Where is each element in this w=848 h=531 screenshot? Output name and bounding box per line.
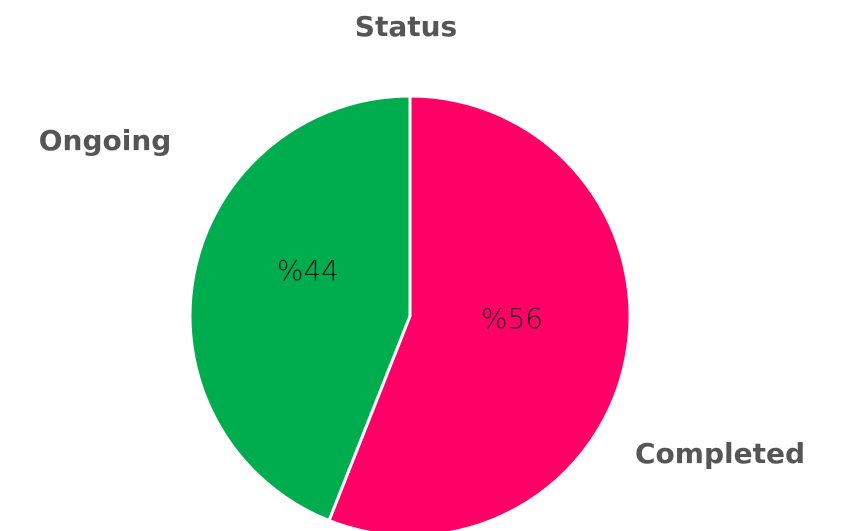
- pie-slice: [188, 94, 412, 523]
- category-label: Completed: [635, 437, 805, 470]
- chart-title: Status: [355, 10, 457, 43]
- pie-slice: [327, 94, 632, 531]
- category-label: Ongoing: [39, 124, 172, 157]
- value-label: %56: [481, 302, 543, 335]
- value-label: %44: [277, 254, 339, 287]
